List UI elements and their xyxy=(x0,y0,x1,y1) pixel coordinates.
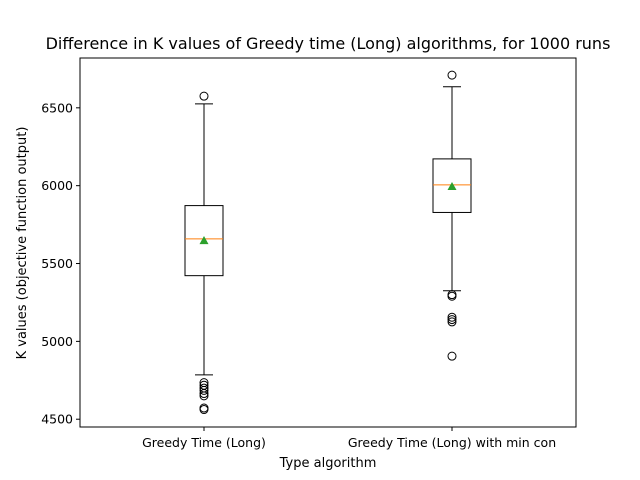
box-series xyxy=(184,70,472,415)
outlier-point xyxy=(447,315,457,325)
outlier-point xyxy=(447,70,457,80)
box-group xyxy=(184,91,224,415)
x-tick-label: Greedy Time (Long) xyxy=(142,435,266,450)
outlier-point xyxy=(199,389,209,399)
y-tick-label: 6500 xyxy=(41,100,73,115)
y-axis: 4500 5000 5500 6000 6500 xyxy=(41,100,80,427)
x-tick-label: Greedy Time (Long) with min con xyxy=(348,435,556,450)
outlier-point xyxy=(199,391,209,401)
outlier-point xyxy=(447,351,457,361)
mean-marker xyxy=(447,181,457,191)
y-tick-label: 6000 xyxy=(41,178,73,193)
iqr-box xyxy=(184,205,224,277)
x-axis: Greedy Time (Long) Greedy Time (Long) wit… xyxy=(142,427,556,450)
outlier-point xyxy=(199,91,209,101)
iqr-box xyxy=(432,158,472,213)
chart-title: Difference in K values of Greedy time (L… xyxy=(46,34,611,53)
box-group xyxy=(432,70,472,361)
outlier-point xyxy=(447,312,457,322)
y-axis-label: K values (objective function output) xyxy=(15,127,30,360)
outlier-point xyxy=(199,405,209,415)
outlier-point xyxy=(199,385,209,395)
x-axis-label: Type algorithm xyxy=(279,456,377,471)
plot-area-frame xyxy=(79,57,577,428)
outlier-point xyxy=(447,291,457,301)
y-tick-label: 4500 xyxy=(41,412,73,427)
y-tick-label: 5000 xyxy=(41,334,73,349)
mean-marker xyxy=(199,235,209,245)
outlier-point xyxy=(447,317,457,327)
y-tick-label: 5500 xyxy=(41,256,73,271)
